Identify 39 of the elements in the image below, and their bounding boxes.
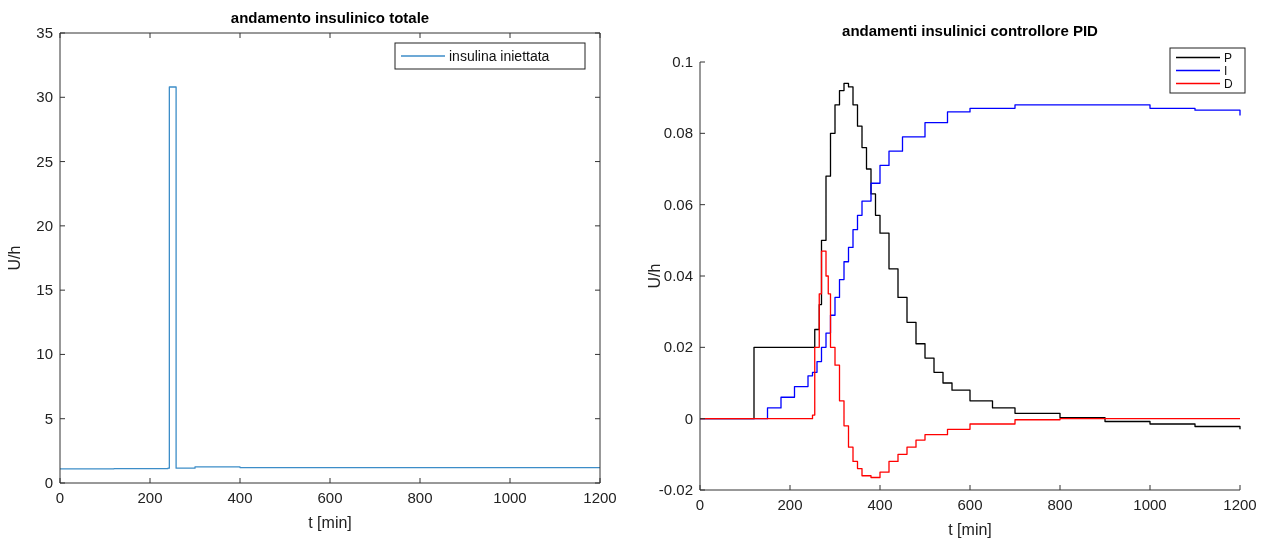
x-tick-label: 400 [867, 496, 893, 513]
y-tick-label: 0 [44, 474, 53, 491]
x-tick-label: 1200 [583, 489, 617, 506]
x-tick-label: 800 [407, 489, 433, 506]
chart-title: andamento insulinico totale [230, 9, 430, 26]
x-tick-label: 600 [957, 496, 983, 513]
y-tick-label: 25 [36, 152, 53, 170]
x-tick-label: 1200 [1223, 496, 1257, 513]
x-axis-title: t [min] [308, 514, 352, 531]
y-tick-label: -0.02 [658, 481, 693, 498]
x-tick-label: 400 [227, 489, 253, 506]
x-tick-label: 200 [137, 489, 163, 506]
y-tick-label: 10 [36, 345, 53, 363]
legend-label: P [1224, 51, 1233, 65]
x-tick-label: 200 [777, 496, 803, 513]
y-axis-title: U/h [6, 245, 23, 271]
x-axis-title: t [min] [948, 521, 992, 538]
x-tick-label: 0 [695, 496, 705, 513]
chart-title: andamenti insulinici controllore PID [842, 22, 1099, 39]
y-axis-title: U/h [646, 263, 663, 289]
y-tick-label: 30 [36, 88, 53, 106]
y-tick-label: 15 [36, 281, 53, 299]
y-tick-label: 0.08 [663, 124, 693, 142]
x-tick-label: 1000 [493, 489, 527, 506]
y-tick-label: 0.06 [663, 195, 693, 213]
x-tick-label: 1000 [1133, 496, 1167, 513]
legend-label: D [1224, 77, 1233, 91]
legend-label: I [1224, 64, 1228, 78]
y-tick-label: 0 [684, 409, 693, 427]
x-tick-label: 600 [317, 489, 343, 506]
y-tick-label: 35 [36, 24, 53, 41]
y-tick-label: 0.1 [672, 53, 693, 70]
y-tick-label: 0.02 [663, 338, 693, 356]
y-tick-label: 0.04 [663, 267, 693, 284]
y-tick-label: 20 [36, 216, 53, 234]
y-tick-label: 5 [44, 409, 53, 427]
x-tick-label: 800 [1047, 496, 1073, 513]
x-tick-label: 0 [55, 489, 65, 506]
legend-label: insulina iniettata [449, 47, 550, 64]
